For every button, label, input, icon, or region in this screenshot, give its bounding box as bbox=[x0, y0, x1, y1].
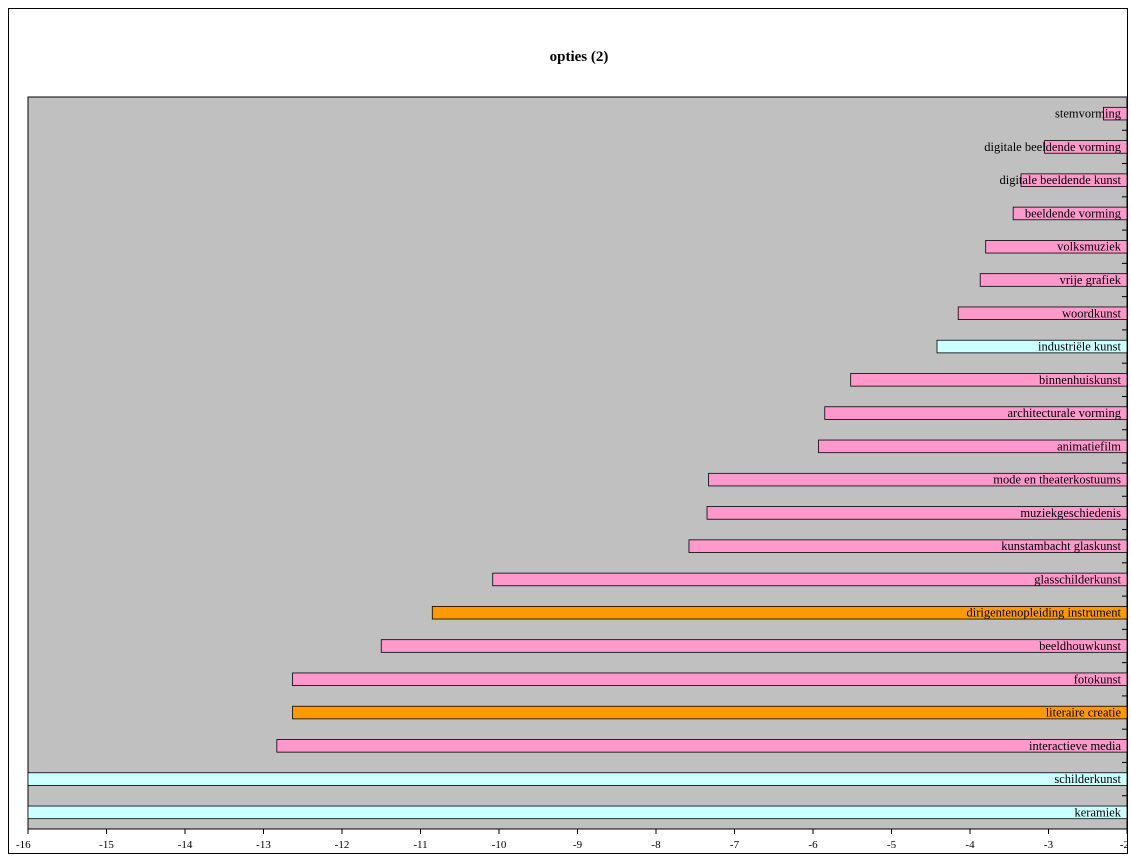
x-tick-label: -11 bbox=[413, 839, 427, 851]
bar-label: dirigentenopleiding instrument bbox=[967, 606, 1122, 620]
bar-label: binnenhuiskunst bbox=[1039, 373, 1121, 387]
bar-label: fotokunst bbox=[1074, 672, 1122, 686]
chart-svg: opties (2) stemvorming digitale beeldende… bbox=[16, 49, 1127, 851]
bar bbox=[824, 406, 1127, 420]
bar bbox=[492, 572, 1127, 587]
bar-label: digitale beeldende vorming bbox=[984, 140, 1122, 154]
x-tick-label: -8 bbox=[651, 839, 661, 851]
x-tick-label: -13 bbox=[256, 839, 271, 851]
x-tick-label: -12 bbox=[335, 839, 350, 851]
bar bbox=[27, 805, 1127, 820]
x-tick-label: -16 bbox=[16, 839, 31, 851]
bar-label: schilderkunst bbox=[1054, 772, 1121, 786]
bar bbox=[706, 506, 1127, 520]
bar-label: keramiek bbox=[1074, 805, 1121, 819]
bar bbox=[936, 339, 1127, 354]
chart-frame: opties (2) stemvorming digitale beeldende… bbox=[8, 8, 1128, 854]
bar-label: architecturale vorming bbox=[1008, 406, 1122, 420]
bar bbox=[27, 772, 1127, 786]
x-tick-label: -5 bbox=[887, 839, 897, 851]
bar-label: beeldende vorming bbox=[1025, 206, 1122, 220]
bar-label: literaire creatie bbox=[1046, 706, 1122, 720]
bar-label: vrije grafiek bbox=[1060, 273, 1122, 287]
bar bbox=[850, 373, 1127, 387]
x-tick-label: -7 bbox=[730, 839, 740, 851]
x-axis-ticks: -16 -15 -14 -13 -12 -11 -10 -9 -8 -7 -6 -5 -4 -3 -2 bbox=[16, 829, 1127, 851]
bar-label: woordkunst bbox=[1062, 306, 1122, 320]
x-tick-label: -3 bbox=[1044, 839, 1054, 851]
x-tick-label: -2 bbox=[1120, 839, 1127, 851]
x-tick-label: -10 bbox=[492, 839, 507, 851]
bar bbox=[276, 739, 1127, 753]
x-tick-label: -6 bbox=[808, 839, 818, 851]
x-tick-label: -4 bbox=[965, 839, 975, 851]
bars-layer bbox=[27, 106, 1127, 820]
x-tick-label: -9 bbox=[573, 839, 583, 851]
bar-label: glasschilderkunst bbox=[1034, 572, 1121, 586]
bar bbox=[380, 639, 1127, 653]
bar-label: industriële kunst bbox=[1038, 340, 1122, 354]
bar bbox=[985, 240, 1127, 254]
x-tick-label: -14 bbox=[178, 839, 193, 851]
bar bbox=[818, 439, 1127, 454]
bar bbox=[979, 273, 1127, 287]
bar-label: stemvorming bbox=[1055, 107, 1122, 121]
x-tick-label: -15 bbox=[99, 839, 114, 851]
bar-label: animatiefilm bbox=[1057, 439, 1121, 453]
bar-label: mode en theaterkostuums bbox=[993, 473, 1121, 487]
labels-layer: stemvorming digitale beeldende vorming dig… bbox=[967, 107, 1122, 820]
bar-label: digitale beeldende kunst bbox=[1000, 173, 1122, 187]
bar-label: volksmuziek bbox=[1057, 240, 1122, 254]
bar-label: kunstambacht glaskunst bbox=[1001, 539, 1121, 553]
bar bbox=[292, 672, 1127, 686]
bar-label: beeldhouwkunst bbox=[1039, 639, 1121, 653]
bar bbox=[1020, 173, 1127, 187]
chart-title: opties (2) bbox=[550, 49, 609, 65]
bar-label: muziekgeschiedenis bbox=[1020, 506, 1121, 520]
bar bbox=[292, 705, 1127, 720]
bar-label: interactieve media bbox=[1029, 739, 1121, 753]
y-axis-ticks bbox=[1122, 96, 1127, 830]
